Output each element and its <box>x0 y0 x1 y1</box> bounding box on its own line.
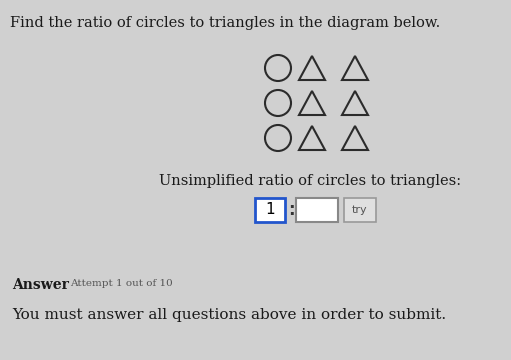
FancyBboxPatch shape <box>344 198 376 222</box>
Text: Answer: Answer <box>12 278 69 292</box>
FancyBboxPatch shape <box>296 198 338 222</box>
Text: Attempt 1 out of 10: Attempt 1 out of 10 <box>70 279 173 288</box>
Text: Find the ratio of circles to triangles in the diagram below.: Find the ratio of circles to triangles i… <box>10 16 440 30</box>
Text: Unsimplified ratio of circles to triangles:: Unsimplified ratio of circles to triangl… <box>159 174 461 188</box>
Text: 1: 1 <box>265 202 275 217</box>
Text: :: : <box>288 201 295 219</box>
Text: try: try <box>352 205 368 215</box>
Text: You must answer all questions above in order to submit.: You must answer all questions above in o… <box>12 308 446 322</box>
FancyBboxPatch shape <box>255 198 285 222</box>
